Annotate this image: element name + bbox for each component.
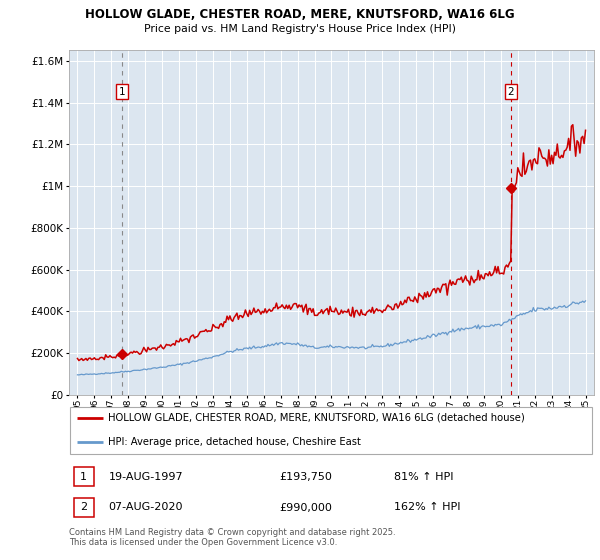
FancyBboxPatch shape	[74, 498, 94, 517]
Text: HOLLOW GLADE, CHESTER ROAD, MERE, KNUTSFORD, WA16 6LG: HOLLOW GLADE, CHESTER ROAD, MERE, KNUTSF…	[85, 8, 515, 21]
Text: 07-AUG-2020: 07-AUG-2020	[109, 502, 183, 512]
Text: £990,000: £990,000	[279, 502, 332, 512]
Text: Contains HM Land Registry data © Crown copyright and database right 2025.
This d: Contains HM Land Registry data © Crown c…	[69, 528, 395, 547]
FancyBboxPatch shape	[70, 407, 592, 454]
Text: 2: 2	[508, 87, 514, 97]
Text: 2: 2	[80, 502, 87, 512]
Text: 162% ↑ HPI: 162% ↑ HPI	[395, 502, 461, 512]
FancyBboxPatch shape	[74, 467, 94, 486]
Text: £193,750: £193,750	[279, 472, 332, 482]
Text: HOLLOW GLADE, CHESTER ROAD, MERE, KNUTSFORD, WA16 6LG (detached house): HOLLOW GLADE, CHESTER ROAD, MERE, KNUTSF…	[109, 413, 525, 423]
Text: HPI: Average price, detached house, Cheshire East: HPI: Average price, detached house, Ches…	[109, 437, 361, 447]
Text: 1: 1	[80, 472, 87, 482]
Text: 1: 1	[119, 87, 125, 97]
Text: Price paid vs. HM Land Registry's House Price Index (HPI): Price paid vs. HM Land Registry's House …	[144, 24, 456, 34]
Text: 81% ↑ HPI: 81% ↑ HPI	[395, 472, 454, 482]
Text: 19-AUG-1997: 19-AUG-1997	[109, 472, 183, 482]
